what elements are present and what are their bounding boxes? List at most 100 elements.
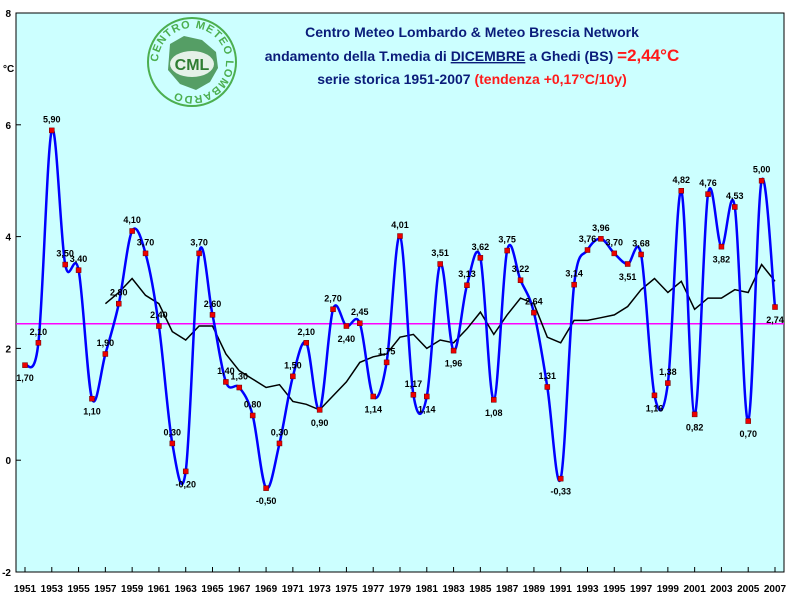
- x-tick-label: 1973: [309, 584, 332, 595]
- title-trend: (tendenza +0,17°C/10y): [474, 71, 626, 87]
- data-point-marker: [290, 373, 296, 380]
- data-point-marker: [249, 412, 256, 419]
- data-point-marker: [651, 392, 658, 399]
- data-point-marker: [464, 282, 470, 288]
- data-label: 1,70: [16, 373, 34, 383]
- data-label: 3,14: [565, 269, 583, 279]
- data-point-marker: [116, 300, 122, 307]
- data-point-marker: [182, 468, 189, 475]
- data-label: 0,80: [244, 399, 262, 409]
- x-tick-label: 1983: [442, 584, 465, 595]
- data-label: 3,51: [619, 272, 637, 282]
- data-point-marker: [142, 250, 149, 257]
- data-label: 3,70: [190, 237, 208, 247]
- y-tick-label: 4: [5, 233, 11, 244]
- data-point-marker: [758, 177, 765, 184]
- x-tick-label: 1997: [630, 584, 653, 595]
- data-point-marker: [598, 236, 604, 242]
- data-point-marker: [383, 359, 390, 366]
- data-label: 3,82: [713, 255, 731, 265]
- x-tick-labels: 1951 1953 1955 1957 1959 1961 1963 1965 1967 1969…: [14, 584, 787, 595]
- data-point-marker: [49, 127, 55, 134]
- data-label: 0,30: [271, 427, 289, 437]
- x-tick-label: 1993: [576, 584, 599, 595]
- title-line-2-prefix: andamento della T.media di: [265, 48, 451, 64]
- x-tick-label: 1977: [362, 584, 385, 595]
- data-label-layer: 1,70 2,10 5,90 3,503,40 1,10 1,90 2,80 4,10 3,70…: [16, 114, 784, 506]
- data-label: 3,70: [137, 237, 155, 247]
- data-label: 3,62: [472, 242, 490, 252]
- data-label: 3,96: [592, 223, 610, 233]
- data-point-marker: [732, 204, 738, 210]
- data-point-marker: [35, 340, 42, 346]
- x-tick-label: 1955: [67, 584, 90, 595]
- observed-series-layer: [23, 128, 777, 490]
- x-tick-label: 1951: [14, 584, 37, 595]
- x-tick-label: 2001: [684, 584, 707, 595]
- data-label: 4,01: [391, 220, 409, 230]
- y-tick-label: 6: [5, 121, 11, 132]
- data-point-marker: [571, 281, 577, 288]
- data-point-marker: [611, 250, 618, 257]
- logo-center-text: CML: [175, 57, 210, 74]
- data-point-marker: [424, 393, 430, 400]
- data-label: -0,33: [550, 487, 571, 497]
- data-label: 1,14: [418, 404, 436, 414]
- data-label: 2,40: [150, 310, 168, 320]
- title-line-2-mid: a Ghedi (BS): [525, 48, 617, 64]
- data-label: 1,30: [231, 372, 249, 382]
- y-tick-labels: -2 0 2 4 6 8: [2, 9, 11, 579]
- data-point-marker: [544, 384, 551, 390]
- data-label: 0,90: [311, 418, 329, 428]
- x-tick-label: 1971: [282, 584, 305, 595]
- data-label: 1,40: [217, 366, 235, 376]
- data-point-marker: [691, 411, 698, 418]
- data-point-marker: [236, 384, 243, 391]
- y-axis-label: °C: [3, 64, 14, 75]
- y-tick-label: 0: [5, 456, 11, 467]
- data-label: 2,80: [110, 288, 128, 298]
- data-point-marker: [276, 440, 283, 447]
- x-tick-label: 2005: [737, 584, 760, 595]
- y-tick-label: 8: [5, 9, 11, 20]
- data-point-marker: [223, 379, 229, 385]
- x-tick-label: 1987: [496, 584, 519, 595]
- x-tick-label: 1985: [469, 584, 492, 595]
- data-label: 0,82: [686, 422, 704, 432]
- data-label: 2,45: [351, 307, 369, 317]
- data-label: 1,38: [659, 367, 677, 377]
- data-label: 0,30: [164, 427, 182, 437]
- data-label: 2,74: [766, 315, 784, 325]
- data-label: 1,96: [445, 359, 463, 369]
- data-label: 3,75: [498, 235, 516, 245]
- data-point-marker: [316, 407, 323, 413]
- data-label: 1,10: [83, 407, 101, 417]
- data-label: 1,50: [284, 360, 302, 370]
- data-point-marker: [129, 228, 135, 234]
- data-label: 3,50: [56, 249, 74, 259]
- data-point-marker: [531, 309, 537, 316]
- data-point-marker: [75, 267, 82, 273]
- data-point-marker: [263, 485, 269, 491]
- data-point-marker: [209, 312, 216, 318]
- data-point-marker: [343, 323, 350, 329]
- x-tick-label: 2003: [710, 584, 733, 595]
- data-label: 3,13: [458, 269, 476, 279]
- x-tick-label: 1967: [228, 584, 251, 595]
- data-label: 1,17: [405, 379, 423, 389]
- title-mean-value: =2,44°C: [617, 46, 679, 65]
- data-point-marker: [718, 243, 725, 250]
- data-label: 4,76: [699, 178, 717, 188]
- data-point-marker: [410, 392, 417, 398]
- data-label: 3,40: [70, 254, 88, 264]
- data-point-marker: [62, 261, 68, 268]
- axis-ticks: [16, 12, 776, 573]
- x-tick-label: 1953: [41, 584, 64, 595]
- data-label: 3,68: [632, 238, 650, 248]
- data-point-marker: [584, 247, 591, 253]
- data-label: 5,00: [753, 165, 771, 175]
- data-point-marker: [397, 233, 403, 239]
- observed-series-line: [23, 128, 777, 490]
- data-point-marker: [196, 250, 202, 257]
